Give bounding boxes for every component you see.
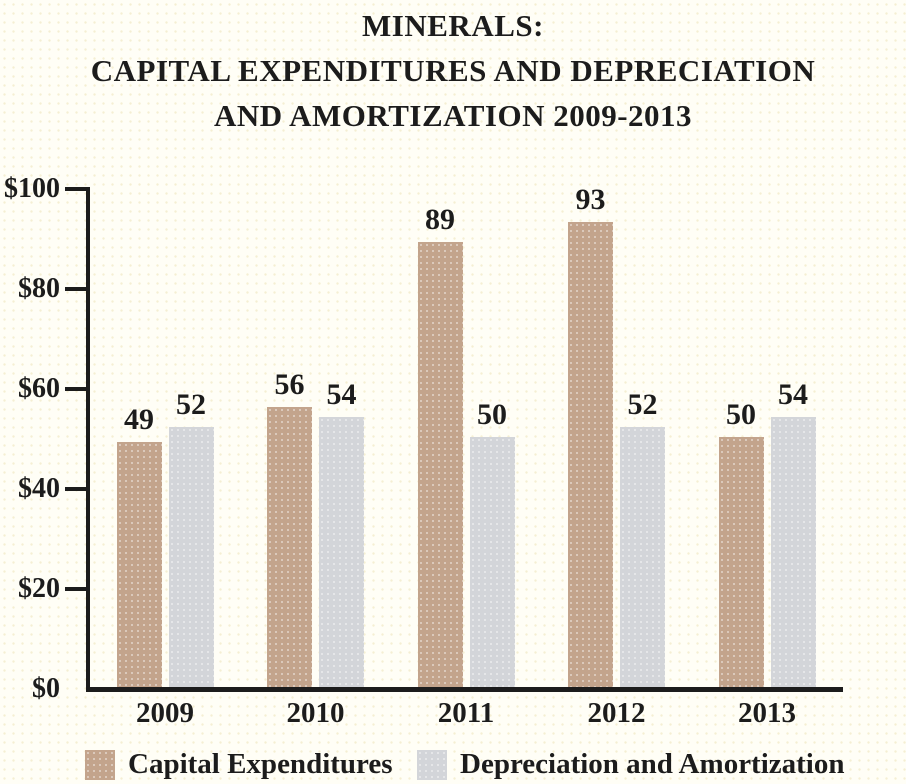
x-tick-label-2009: 2009 xyxy=(136,697,194,729)
bar-value-label-depreciation-and-amortization-2010: 54 xyxy=(326,378,357,411)
legend-swatch-capital-expenditures xyxy=(85,749,115,780)
y-tick-label-40: $40 xyxy=(18,473,60,504)
x-tick-label-2010: 2010 xyxy=(286,697,345,729)
bar-depreciation-and-amortization-2011 xyxy=(469,437,515,687)
chart-title-line-2: CAPITAL EXPENDITURES AND DEPRECIATION xyxy=(90,53,816,88)
bar-capital-expenditures-2009 xyxy=(116,442,162,687)
bar-depreciation-and-amortization-2009 xyxy=(168,427,214,687)
y-tick-60 xyxy=(65,387,90,391)
bar-depreciation-and-amortization-2013 xyxy=(770,417,816,687)
y-tick-40 xyxy=(65,487,90,491)
legend-item-capital-expenditures: Capital Expenditures xyxy=(85,748,393,781)
bar-value-label-depreciation-and-amortization-2009: 52 xyxy=(176,388,206,421)
bar-value-label-capital-expenditures-2011: 89 xyxy=(425,203,455,236)
legend-item-depreciation-amortization: Depreciation and Amortization xyxy=(417,748,845,781)
x-tick-label-2011: 2011 xyxy=(437,697,495,729)
bar-capital-expenditures-2011 xyxy=(417,242,463,687)
legend-label-depreciation-amortization: Depreciation and Amortization xyxy=(460,748,845,780)
bar-value-label-depreciation-and-amortization-2011: 50 xyxy=(477,398,507,431)
y-tick-20 xyxy=(65,587,90,591)
bar-depreciation-and-amortization-2012 xyxy=(620,427,665,687)
bar-capital-expenditures-2012 xyxy=(568,222,613,687)
chart-title-line-1: MINERALS: xyxy=(362,8,544,43)
bar-value-label-capital-expenditures-2013: 50 xyxy=(726,398,756,431)
bar-value-label-capital-expenditures-2009: 49 xyxy=(124,403,154,436)
y-axis-line xyxy=(86,187,90,692)
y-tick-100 xyxy=(65,187,90,191)
y-tick-label-80: $80 xyxy=(18,273,60,304)
bar-value-label-capital-expenditures-2010: 56 xyxy=(274,368,305,401)
x-axis-line xyxy=(86,687,843,692)
legend-swatch-depreciation-amortization xyxy=(417,749,447,780)
bar-value-label-depreciation-and-amortization-2012: 52 xyxy=(627,388,658,421)
bar-capital-expenditures-2010 xyxy=(267,407,312,687)
bar-depreciation-and-amortization-2010 xyxy=(319,417,364,687)
y-tick-label-20: $20 xyxy=(18,573,60,604)
x-tick-label-2012: 2012 xyxy=(587,697,646,729)
bar-capital-expenditures-2013 xyxy=(718,437,764,687)
chart-title: MINERALS: CAPITAL EXPENDITURES AND DEPRE… xyxy=(0,3,906,138)
chart-title-line-3: AND AMORTIZATION 2009-2013 xyxy=(213,98,693,133)
bar-value-label-capital-expenditures-2012: 93 xyxy=(575,183,606,216)
y-tick-label-100: $100 xyxy=(4,173,60,204)
y-tick-label-0: $0 xyxy=(32,673,60,704)
y-tick-80 xyxy=(65,287,90,291)
legend-label-capital-expenditures: Capital Expenditures xyxy=(128,748,393,780)
bar-value-label-depreciation-and-amortization-2013: 54 xyxy=(778,378,808,411)
x-tick-label-2013: 2013 xyxy=(738,697,796,729)
y-tick-label-60: $60 xyxy=(18,373,60,404)
